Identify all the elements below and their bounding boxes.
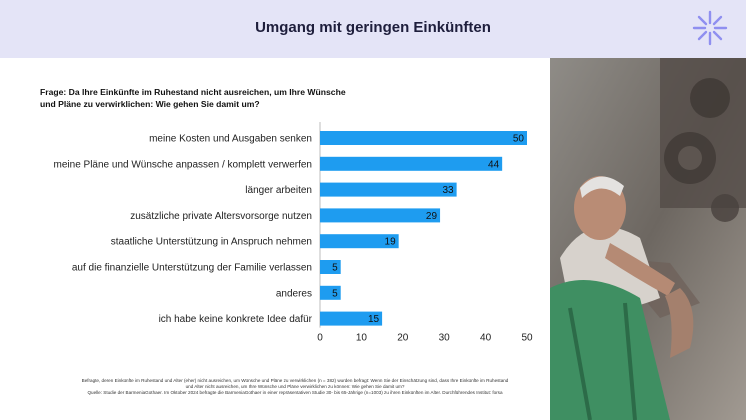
category-label: meine Kosten und Ausgaben senken [149, 134, 312, 145]
x-tick-label: 0 [317, 333, 323, 342]
question-line-2: und Pläne zu verwirklichen: Wie gehen Si… [40, 99, 260, 109]
survey-question: Frage: Da Ihre Einkünfte im Ruhestand ni… [40, 86, 400, 110]
x-tick-label: 20 [397, 333, 409, 342]
bar [320, 234, 399, 249]
category-label: zusätzliche private Altersvorsorge nutze… [130, 211, 312, 222]
category-label: auf die finanzielle Unterstützung der Fa… [72, 263, 312, 274]
data-label: 5 [332, 288, 338, 299]
brand-logo-icon [692, 10, 728, 46]
footnote-line-2: und Alter nicht ausreichen, um Ihre Wüns… [185, 384, 405, 389]
data-label: 15 [368, 314, 380, 325]
bar [320, 208, 441, 223]
data-label: 33 [442, 185, 454, 196]
category-label: staatliche Unterstützung in Anspruch neh… [111, 237, 312, 248]
data-label: 5 [332, 263, 338, 274]
question-line-1: Frage: Da Ihre Einkünfte im Ruhestand ni… [40, 87, 346, 97]
x-tick-label: 30 [439, 333, 451, 342]
footnote-source: Quelle: Studie der BarmeniaGothaer. Im O… [87, 390, 503, 395]
footnote-line-1: Befragte, deren Einkünfte im Ruhestand u… [81, 378, 509, 383]
data-label: 29 [426, 211, 438, 222]
category-label: ich habe keine konkrete Idee dafür [159, 314, 313, 325]
category-label: länger arbeiten [245, 185, 312, 196]
data-label: 44 [488, 159, 500, 170]
bar [320, 156, 503, 171]
bar [320, 182, 457, 197]
x-tick-label: 10 [356, 333, 368, 342]
bar-chart: meine Kosten und Ausgaben senken 50meine … [54, 122, 533, 342]
header-bar [0, 0, 746, 58]
page-title: Umgang mit geringen Einkünften [255, 19, 491, 36]
data-label: 19 [385, 237, 397, 248]
bar [320, 131, 527, 145]
category-label: meine Pläne und Wünsche anpassen / kompl… [54, 159, 312, 170]
category-label: anderes [276, 288, 312, 299]
elderly-mechanic-photo [550, 58, 746, 420]
bar [320, 260, 341, 274]
footnote: Befragte, deren Einkünfte im Ruhestand u… [40, 378, 550, 396]
x-tick-label: 40 [480, 333, 492, 342]
data-label: 50 [513, 134, 525, 145]
x-tick-label: 50 [521, 333, 533, 342]
bar [320, 285, 341, 300]
bar [320, 311, 383, 326]
